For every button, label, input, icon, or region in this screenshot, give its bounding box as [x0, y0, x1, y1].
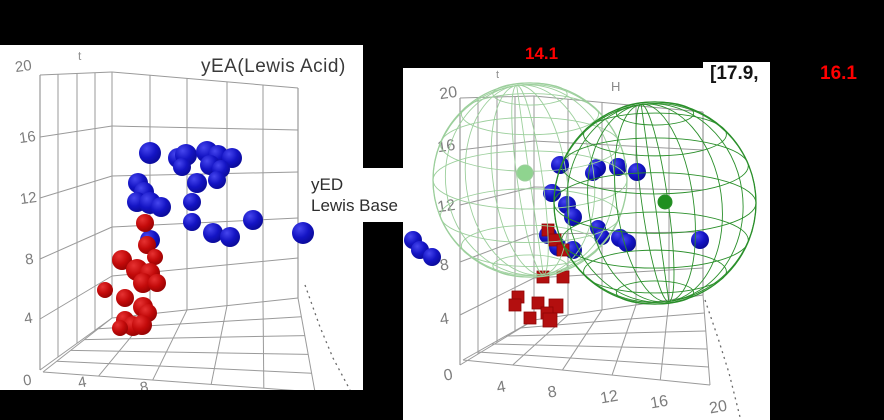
- x-tick-label: 8: [546, 383, 558, 401]
- sphere2-value-annotation: 16.1: [820, 63, 857, 84]
- yed-label-line2: Lewis Base: [311, 196, 398, 215]
- data-point-sphere: [183, 213, 201, 231]
- x-tick-label: 4: [495, 378, 507, 396]
- data-point-sphere: [183, 193, 201, 211]
- left-axis-glyph: t: [78, 49, 82, 63]
- y-tick-label: 0: [22, 372, 33, 390]
- x-tick-label: 0: [442, 366, 454, 384]
- y-tick-label: 12: [19, 189, 38, 208]
- data-point-sphere: [116, 289, 134, 307]
- data-point-sphere: [423, 248, 441, 266]
- right-plot-panel: 20 16 12 8 4 0 4 8 12 16 20: [403, 68, 770, 420]
- left-plot-panel: 20 16 12 8 4 0 4 8: [0, 45, 363, 390]
- bracket-value-annotation: [17.9,: [710, 63, 759, 84]
- x-tick-label: 12: [599, 388, 620, 408]
- data-point-sphere: [138, 236, 156, 254]
- data-point-sphere: [148, 274, 166, 292]
- series-cubes: [508, 223, 570, 328]
- left-3d-scatter-svg: 20 16 12 8 4 0 4 8: [14, 57, 351, 390]
- data-point-sphere: [220, 227, 240, 247]
- yed-label-background: [357, 168, 403, 222]
- tick-labels: 20 16 12 8 4 0 4 8: [14, 57, 150, 390]
- data-point-sphere: [543, 184, 561, 202]
- series-spheres: [97, 214, 166, 336]
- y-tick-label: 20: [438, 84, 458, 103]
- sphere1-value-annotation: 14.1: [525, 44, 559, 63]
- data-point-sphere: [173, 158, 191, 176]
- data-point-sphere: [132, 315, 152, 335]
- data-point-cube: [542, 312, 558, 328]
- data-point-sphere: [628, 163, 646, 181]
- yed-label-line1: yED: [311, 175, 344, 194]
- right-axis-glyph: t: [496, 69, 500, 81]
- y-tick-label: 20: [14, 57, 33, 76]
- data-point-sphere: [208, 171, 226, 189]
- y-tick-label: 8: [439, 256, 450, 274]
- data-point-cube: [523, 311, 537, 325]
- y-tick-label: 4: [23, 310, 34, 328]
- depth-axis-dashes: [304, 284, 351, 390]
- data-point-sphere: [112, 250, 132, 270]
- data-point-sphere: [292, 222, 314, 244]
- cluster-centroid-dot: [516, 164, 534, 182]
- data-point-sphere: [203, 223, 223, 243]
- data-point-sphere: [691, 231, 709, 249]
- cluster-centroid-dot: [657, 194, 673, 210]
- data-point-sphere: [618, 234, 636, 252]
- grid-box: [39, 71, 316, 390]
- series-spheres: [127, 141, 314, 250]
- data-point-cube: [531, 296, 545, 310]
- x-tick-label: 4: [77, 373, 88, 390]
- data-point-sphere: [243, 210, 263, 230]
- data-point-sphere: [97, 282, 113, 298]
- x-tick-label: 8: [139, 378, 150, 390]
- data-point-cube: [508, 298, 522, 312]
- y-tick-label: 16: [18, 128, 37, 147]
- cluster-wireframe-sphere: [553, 101, 757, 305]
- left-plot-title: yEA(Lewis Acid): [201, 56, 346, 77]
- data-point-sphere: [151, 197, 171, 217]
- right-axis-glyph-h: H: [611, 79, 621, 94]
- data-point-sphere: [136, 214, 154, 232]
- y-tick-label: 4: [439, 310, 450, 328]
- data-point-sphere: [139, 142, 161, 164]
- x-tick-label: 16: [649, 393, 670, 413]
- yed-lewis-base-label: yED Lewis Base: [311, 174, 398, 216]
- data-point-sphere: [187, 173, 207, 193]
- data-point-sphere: [112, 320, 128, 336]
- data-point-sphere: [147, 249, 163, 265]
- data-point-sphere: [133, 273, 153, 293]
- x-tick-label: 20: [708, 398, 729, 418]
- y-tick-label: 8: [24, 251, 35, 269]
